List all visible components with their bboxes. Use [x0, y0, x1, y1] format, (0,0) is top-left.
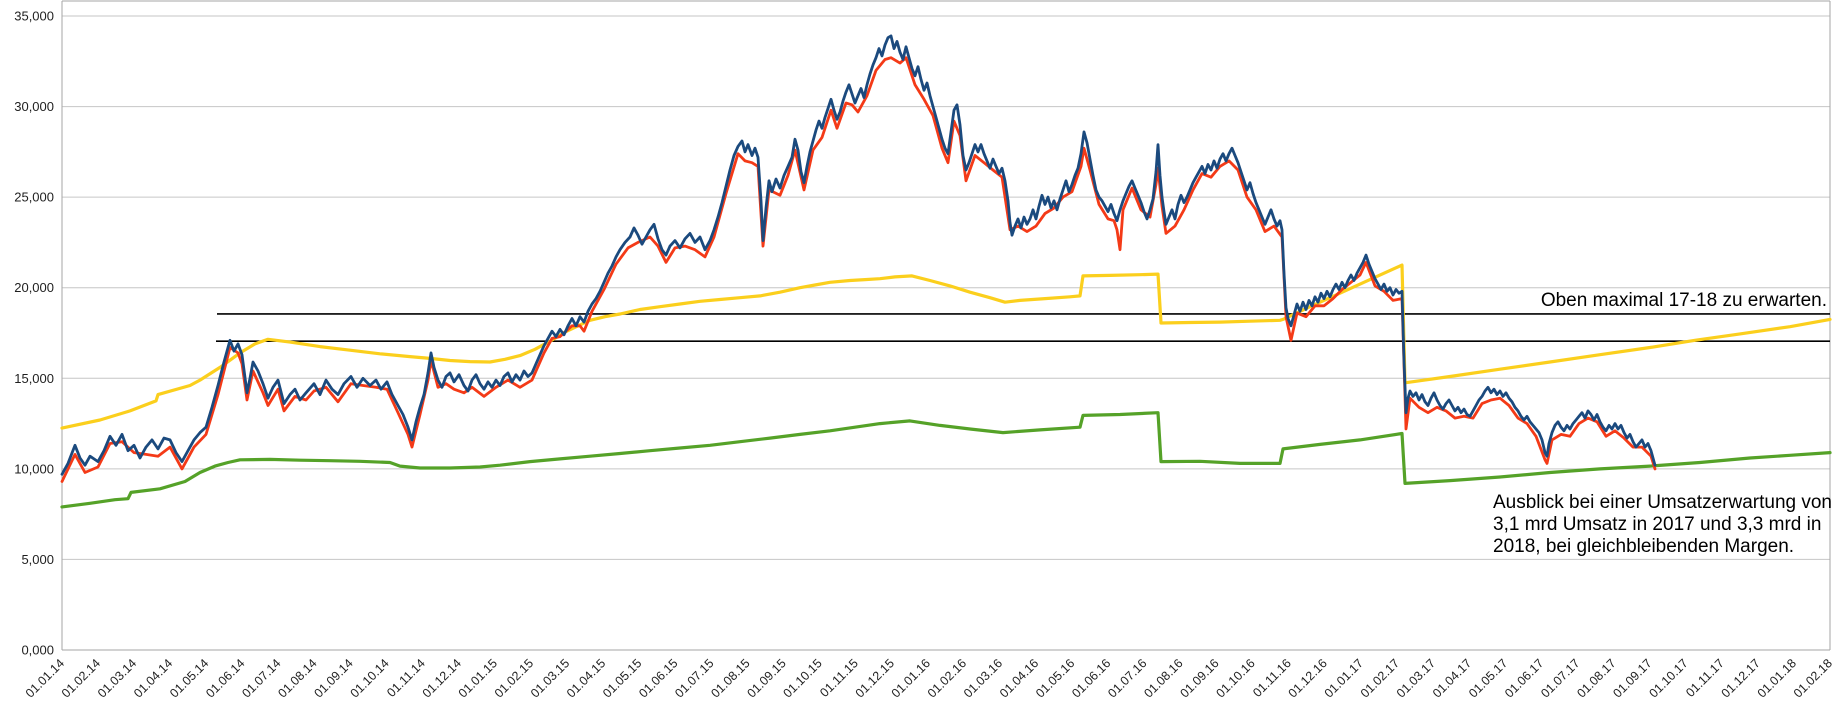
x-axis-label: 01.10.15: [781, 656, 825, 700]
annotation-upper-bound: Oben maximal 17-18 zu erwarten.: [1540, 290, 1827, 311]
x-axis-label: 01.12.15: [853, 656, 897, 700]
x-axis-label: 01.08.16: [1141, 656, 1185, 700]
x-axis-label: 01.09.15: [744, 656, 788, 700]
x-axis-label: 01.02.14: [59, 656, 103, 700]
x-axis-label: 01.02.15: [492, 656, 536, 700]
x-axis-label: 01.08.17: [1574, 656, 1618, 700]
x-axis-label: 01.01.17: [1322, 656, 1366, 700]
y-axis-label: 5,000: [21, 552, 54, 567]
x-axis-label: 01.06.16: [1069, 656, 1113, 700]
x-axis-label: 01.03.14: [95, 656, 139, 700]
x-axis-label: 01.10.17: [1646, 656, 1690, 700]
x-axis-label: 01.04.14: [131, 656, 175, 700]
x-axis-label: 01.06.15: [636, 656, 680, 700]
x-axis-label: 01.09.17: [1610, 656, 1654, 700]
x-axis-label: 01.02.17: [1358, 656, 1402, 700]
x-axis-label: 01.01.14: [23, 656, 67, 700]
x-axis-label: 01.07.17: [1538, 656, 1582, 700]
x-axis-label: 01.06.17: [1502, 656, 1546, 700]
x-axis-label: 01.12.16: [1286, 656, 1330, 700]
x-axis-label: 01.06.14: [203, 656, 247, 700]
x-axis-label: 01.10.14: [348, 656, 392, 700]
series-line-green-lower-valuation: [60, 411, 1832, 509]
x-axis-label: 01.07.16: [1105, 656, 1149, 700]
x-axis-label: 01.04.16: [997, 656, 1041, 700]
x-axis-label: 01.03.16: [961, 656, 1005, 700]
x-axis-label: 01.03.15: [528, 656, 572, 700]
x-axis-label: 01.05.17: [1466, 656, 1510, 700]
annotation-outlook-line1: Ausblick bei einer Umsatzerwartung von: [1493, 492, 1832, 513]
x-axis-label: 01.10.16: [1213, 656, 1257, 700]
x-axis-label: 01.07.15: [672, 656, 716, 700]
x-axis-label: 01.07.14: [239, 656, 283, 700]
x-axis-label: 01.02.16: [925, 656, 969, 700]
x-axis-label: 01.05.16: [1033, 656, 1077, 700]
x-axis-label: 01.04.15: [564, 656, 608, 700]
x-axis-label: 01.01.18: [1755, 656, 1799, 700]
x-axis-label: 01.08.15: [708, 656, 752, 700]
x-axis-label: 01.05.14: [167, 656, 211, 700]
x-axis-label: 01.12.17: [1719, 656, 1763, 700]
x-axis-label: 01.01.15: [456, 656, 500, 700]
series-line-red-price: [60, 56, 1657, 483]
annotation-outlook: Ausblick bei einer Umsatzerwartung von 3…: [1493, 492, 1832, 558]
series-line-blue-price: [60, 34, 1657, 476]
x-axis-label: 01.03.17: [1394, 656, 1438, 700]
y-axis-label: 15,000: [14, 371, 54, 386]
x-axis-label: 01.09.16: [1177, 656, 1221, 700]
x-axis-label: 01.08.14: [275, 656, 319, 700]
y-axis-label: 25,000: [14, 190, 54, 205]
x-axis-label: 01.04.17: [1430, 656, 1474, 700]
x-axis-label: 01.09.14: [311, 656, 355, 700]
annotation-outlook-line3: 2018, bei gleichbleibenden Margen.: [1493, 536, 1795, 557]
y-axis-label: 0,000: [21, 643, 54, 658]
y-axis-label: 30,000: [14, 99, 54, 114]
y-axis-label: 35,000: [14, 9, 54, 24]
y-axis-label: 10,000: [14, 461, 54, 476]
y-axis-label: 20,000: [14, 280, 54, 295]
x-axis-label: 01.02.18: [1791, 656, 1835, 700]
annotation-outlook-line2: 3,1 mrd Umsatz in 2017 und 3,3 mrd in: [1493, 514, 1822, 535]
x-axis-label: 01.05.15: [600, 656, 644, 700]
x-axis-label: 01.01.16: [889, 656, 933, 700]
x-axis-label: 01.12.14: [420, 656, 464, 700]
